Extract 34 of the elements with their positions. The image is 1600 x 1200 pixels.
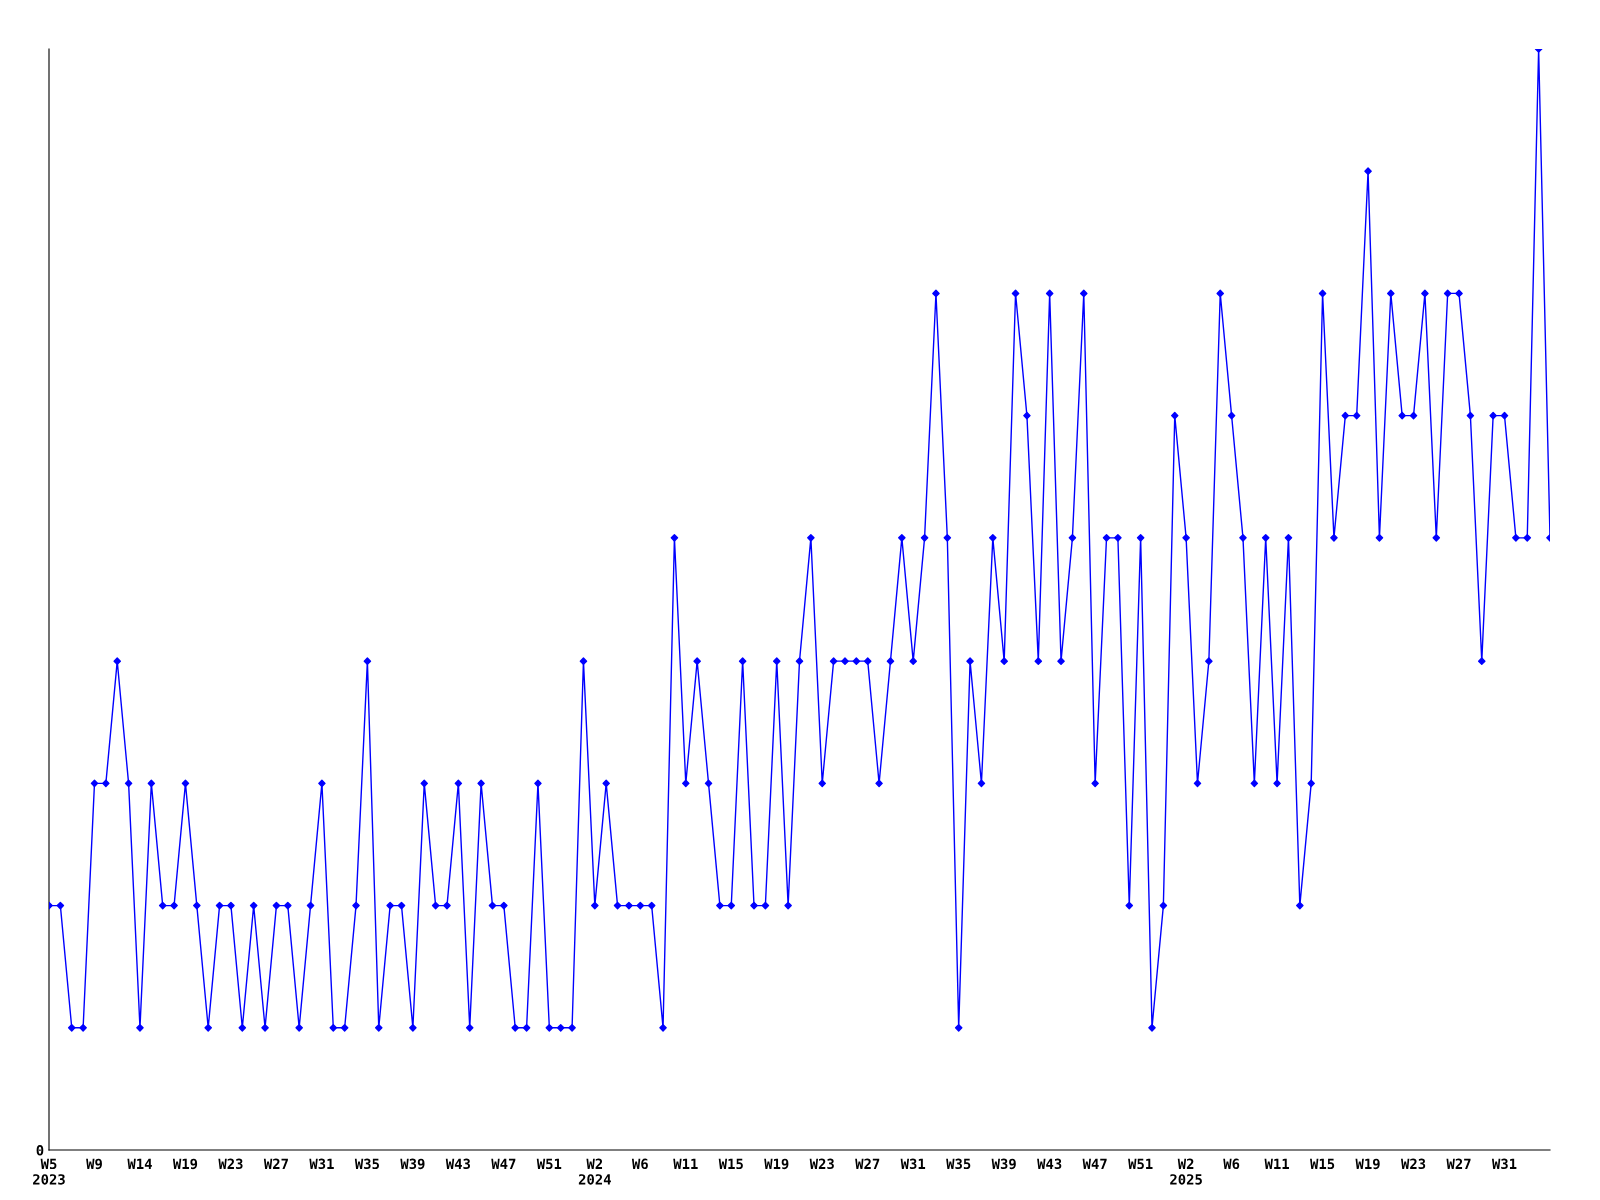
- x-tick-label: W15: [718, 1158, 743, 1170]
- x-tick-label: W23: [218, 1158, 243, 1170]
- x-tick-label: W19: [1355, 1158, 1380, 1170]
- x-tick-label: W35: [946, 1158, 971, 1170]
- x-tick-label: W6: [1223, 1158, 1240, 1170]
- x-tick-label: W27: [263, 1158, 288, 1169]
- x-tick-label: W35: [354, 1158, 379, 1170]
- x-tick-label: W11: [1264, 1158, 1289, 1169]
- x-tick-label: W31: [900, 1158, 926, 1170]
- x-tick-label: W19: [172, 1158, 198, 1170]
- x-tick-label: W6: [631, 1158, 648, 1170]
- x-tick-label: W27: [855, 1158, 880, 1169]
- x-tick-label: W27: [1446, 1158, 1471, 1169]
- x-tick-label: W2 2024: [578, 1158, 611, 1185]
- x-tick-label: W39: [400, 1158, 425, 1170]
- x-tick-label: W5 2023: [33, 1158, 65, 1185]
- x-tick-label: W19: [764, 1158, 789, 1170]
- x-tick-label: W23: [1401, 1158, 1426, 1170]
- x-tick-label: W9: [86, 1158, 102, 1170]
- x-tick-label: W14: [127, 1158, 152, 1169]
- x-tick-label: W39: [991, 1158, 1016, 1170]
- x-tick-label: W43: [1037, 1158, 1062, 1170]
- x-tick-label: W47: [491, 1158, 516, 1169]
- x-tick-label: W23: [809, 1158, 834, 1170]
- x-tick-label: W31: [1491, 1158, 1517, 1170]
- x-tick-label: W31: [309, 1158, 334, 1170]
- x-tick-label: W51: [536, 1158, 562, 1170]
- x-tick-label: W51: [1128, 1158, 1153, 1170]
- x-tick-label: W11: [673, 1158, 698, 1169]
- x-tick-label: W47: [1082, 1158, 1107, 1169]
- x-tick-label: W15: [1310, 1158, 1335, 1170]
- x-tick-label: W2 2025: [1170, 1158, 1202, 1185]
- text: 0: [36, 1144, 44, 1156]
- x-tick-label: W43: [445, 1158, 471, 1170]
